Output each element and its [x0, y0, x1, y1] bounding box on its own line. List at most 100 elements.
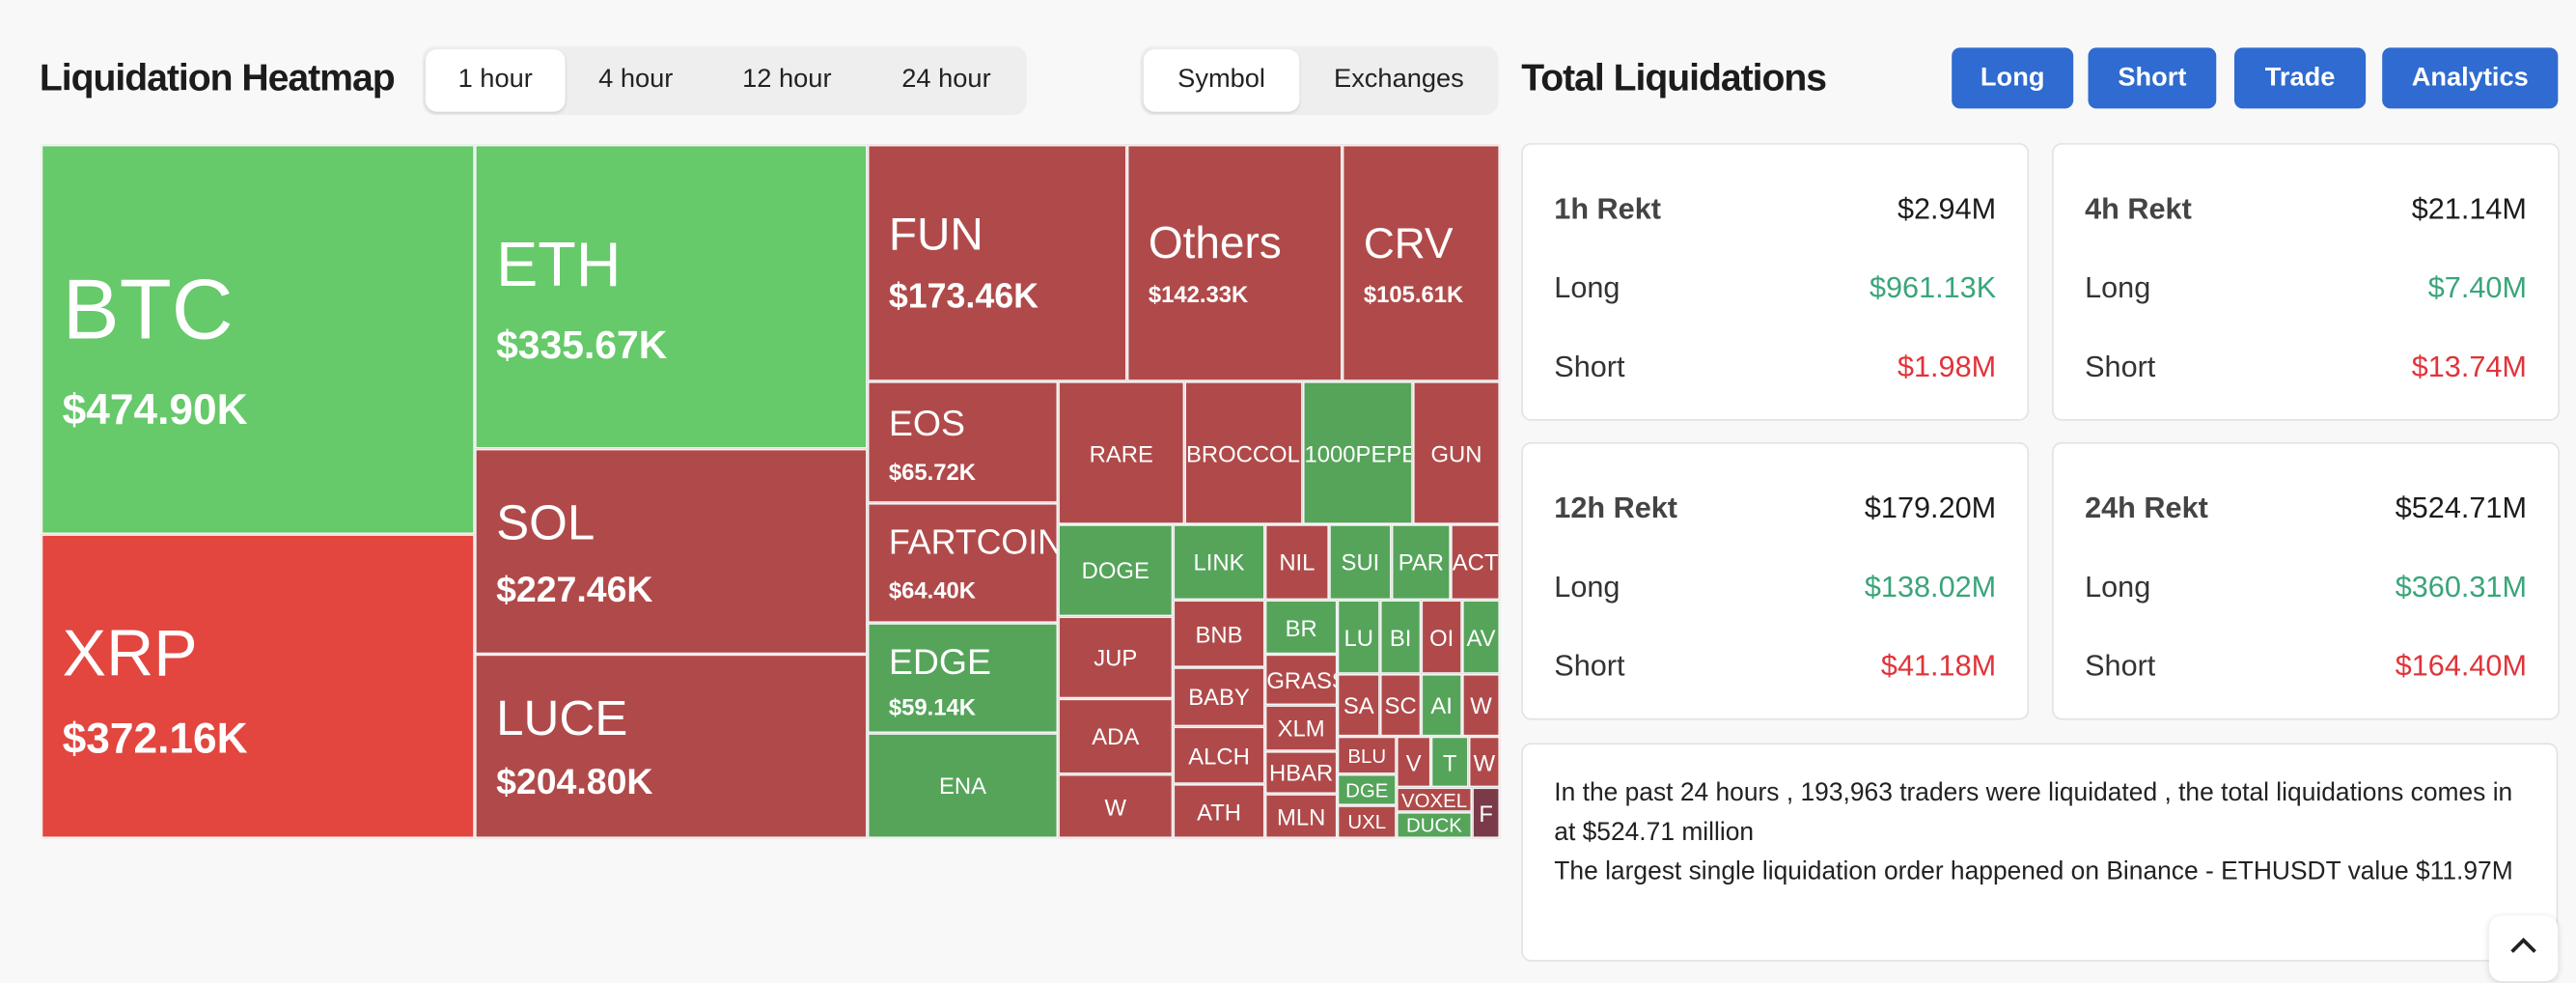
row-value: $360.31M: [2395, 570, 2527, 604]
time-tab[interactable]: 1 hour: [425, 49, 566, 112]
view-tabs: Symbol Exchanges: [1140, 45, 1499, 116]
tile-label: SC: [1384, 691, 1417, 718]
heatmap-tile[interactable]: VOXEL: [1396, 787, 1473, 812]
card-row: 1h Rekt $2.94M: [1554, 189, 1996, 229]
heatmap-tile[interactable]: EOS $65.72K: [867, 380, 1059, 503]
heatmap-tile[interactable]: LUCE $204.80K: [474, 654, 868, 839]
heatmap-tile[interactable]: ETH $335.67K: [474, 144, 868, 449]
note-line: The largest single liquidation order hap…: [1554, 857, 2513, 886]
heatmap-tile[interactable]: LINK: [1173, 524, 1265, 601]
tile-value: $227.46K: [496, 568, 653, 610]
heatmap-tile[interactable]: MLN: [1264, 794, 1338, 839]
heatmap-tile[interactable]: T: [1430, 736, 1469, 788]
tile-value: $335.67K: [496, 323, 668, 369]
row-label: 12h Rekt: [1554, 491, 1678, 525]
row-label: 4h Rekt: [2085, 192, 2192, 226]
heatmap-tile[interactable]: ADA: [1058, 698, 1174, 774]
heatmap-tile[interactable]: BABY: [1173, 667, 1265, 727]
time-tab[interactable]: 4 hour: [598, 66, 674, 95]
tile-label: OI: [1429, 623, 1454, 651]
heatmap-tile[interactable]: JUP: [1058, 616, 1174, 699]
heatmap-tile[interactable]: W: [1461, 673, 1501, 737]
heatmap-tile[interactable]: V: [1396, 736, 1431, 788]
heatmap-tile[interactable]: ENA: [867, 733, 1059, 839]
heatmap-tile[interactable]: W: [1058, 773, 1174, 839]
time-tab[interactable]: 24 hour: [901, 66, 991, 95]
heatmap-tile[interactable]: AI: [1421, 673, 1462, 737]
heatmap-tile[interactable]: SA: [1337, 673, 1380, 737]
scroll-top-button[interactable]: [2488, 915, 2559, 982]
card-row: 12h Rekt $179.20M: [1554, 489, 1996, 528]
heatmap-tile[interactable]: AV: [1461, 600, 1501, 674]
heatmap-tile[interactable]: XLM: [1264, 705, 1338, 751]
heatmap-tile[interactable]: OI: [1421, 600, 1462, 674]
row-value: $2.94M: [1897, 192, 1997, 226]
heatmap-tile[interactable]: BR: [1264, 600, 1338, 655]
tile-label: DUCK: [1406, 813, 1462, 837]
tile-label: UXL: [1347, 810, 1387, 834]
view-tab[interactable]: Symbol: [1143, 49, 1300, 112]
trade-button[interactable]: Trade: [2233, 47, 2367, 109]
tile-label: FUN: [888, 209, 983, 260]
row-label: Long: [2085, 270, 2151, 304]
tile-label: BROCCOLI: [1185, 439, 1302, 466]
tile-label: FARTCOIN: [888, 524, 1059, 563]
tile-value: $59.14K: [888, 693, 977, 720]
heatmap-tile[interactable]: BNB: [1173, 600, 1265, 668]
heatmap-tile[interactable]: FARTCOIN $64.40K: [867, 502, 1059, 624]
heatmap-tile[interactable]: CRV $105.61K: [1342, 144, 1501, 381]
tile-label: ADA: [1092, 722, 1140, 750]
heatmap-tile[interactable]: HBAR: [1264, 750, 1338, 795]
tile-label: XRP: [62, 618, 198, 690]
heatmap-tile[interactable]: BROCCOLI: [1184, 380, 1303, 525]
heatmap-tile[interactable]: BI: [1379, 600, 1422, 674]
row-label: Short: [1554, 649, 1625, 683]
tile-label: T: [1442, 748, 1457, 775]
heatmap-tile[interactable]: LU: [1337, 600, 1380, 674]
tile-label: GUN: [1430, 439, 1482, 466]
heatmap-tile[interactable]: FUN $173.46K: [867, 144, 1127, 381]
heatmap-tile[interactable]: GUN: [1412, 380, 1501, 525]
tile-label: BABY: [1188, 684, 1250, 711]
time-tab[interactable]: 12 hour: [742, 66, 832, 95]
heatmap-tile[interactable]: ATH: [1173, 783, 1265, 839]
heatmap-tile[interactable]: W: [1468, 736, 1501, 788]
tile-label: SOL: [496, 496, 596, 551]
heatmap-tile[interactable]: 1000PEPE: [1302, 380, 1413, 525]
heatmap-tile[interactable]: SC: [1379, 673, 1422, 737]
long-button[interactable]: Long: [1952, 47, 2074, 109]
heatmap-tile[interactable]: RARE: [1058, 380, 1185, 525]
tile-label: BLU: [1347, 744, 1387, 768]
heatmap-tile[interactable]: BLU: [1337, 736, 1397, 774]
heatmap-tile[interactable]: Others $142.33K: [1126, 144, 1343, 381]
heatmap-tile[interactable]: UXL: [1337, 805, 1397, 839]
analytics-button[interactable]: Analytics: [2382, 47, 2559, 109]
heatmap-tile[interactable]: EDGE $59.14K: [867, 623, 1059, 734]
tile-label: W: [1470, 691, 1492, 718]
tile-label: W: [1473, 748, 1496, 775]
heatmap-tile[interactable]: PAR: [1391, 524, 1452, 601]
heatmap-tile[interactable]: XRP $372.16K: [41, 534, 475, 839]
heatmap-tile[interactable]: ALCH: [1173, 726, 1265, 784]
heatmap-tile[interactable]: DGE: [1337, 773, 1397, 806]
tile-label: MLN: [1276, 802, 1326, 829]
short-button[interactable]: Short: [2088, 47, 2217, 109]
row-value: $7.40M: [2427, 270, 2527, 304]
heatmap-tile[interactable]: GRASS: [1264, 654, 1338, 706]
heatmap-tile[interactable]: BTC $474.90K: [41, 144, 475, 535]
tile-label: PAR: [1398, 548, 1445, 576]
heatmap-tile[interactable]: NIL: [1264, 524, 1330, 601]
tile-label: LINK: [1193, 548, 1245, 576]
heatmap-tile[interactable]: ACT: [1451, 524, 1501, 601]
heatmap-tile[interactable]: SUI: [1329, 524, 1392, 601]
heatmap-tile[interactable]: DOGE: [1058, 524, 1174, 617]
tile-label: BNB: [1195, 620, 1243, 647]
tile-label: LUCE: [496, 691, 628, 746]
view-tab[interactable]: Exchanges: [1334, 66, 1464, 95]
heatmap-tile[interactable]: SOL $227.46K: [474, 448, 868, 655]
heatmap-tile[interactable]: F: [1472, 787, 1501, 839]
row-label: 1h Rekt: [1554, 192, 1661, 226]
heatmap-tile[interactable]: DUCK: [1396, 811, 1473, 839]
row-label: Short: [2085, 649, 2156, 683]
